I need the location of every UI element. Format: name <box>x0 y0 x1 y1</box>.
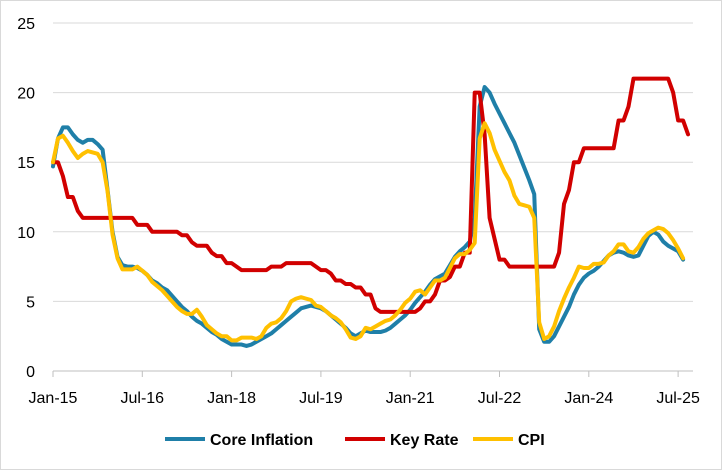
x-tick-label-Jul-22: Jul-22 <box>478 390 522 407</box>
x-tick-label-Jul-25: Jul-25 <box>656 390 700 407</box>
series-line-core-inflation <box>51 85 686 348</box>
y-tick-label-0: 0 <box>26 364 35 381</box>
y-tick-label-25: 25 <box>17 16 35 33</box>
x-tick-label-Jan-18: Jan-18 <box>207 390 256 407</box>
x-tick-label-Jul-16: Jul-16 <box>121 390 165 407</box>
legend-label-cpi: CPI <box>518 432 545 449</box>
x-tick-label-Jan-15: Jan-15 <box>29 390 78 407</box>
series-line-key-rate <box>51 76 691 314</box>
x-tick-label-Jul-19: Jul-19 <box>299 390 343 407</box>
x-tick-label-Jan-21: Jan-21 <box>386 390 435 407</box>
legend-label-core-inflation: Core Inflation <box>210 432 313 449</box>
series-line-cpi <box>51 121 686 343</box>
y-tick-label-20: 20 <box>17 86 35 103</box>
y-tick-label-10: 10 <box>17 225 35 242</box>
legend-label-key-rate: Key Rate <box>390 432 459 449</box>
y-tick-label-15: 15 <box>17 155 35 172</box>
y-tick-label-5: 5 <box>26 294 35 311</box>
x-tick-label-Jan-24: Jan-24 <box>564 390 613 407</box>
